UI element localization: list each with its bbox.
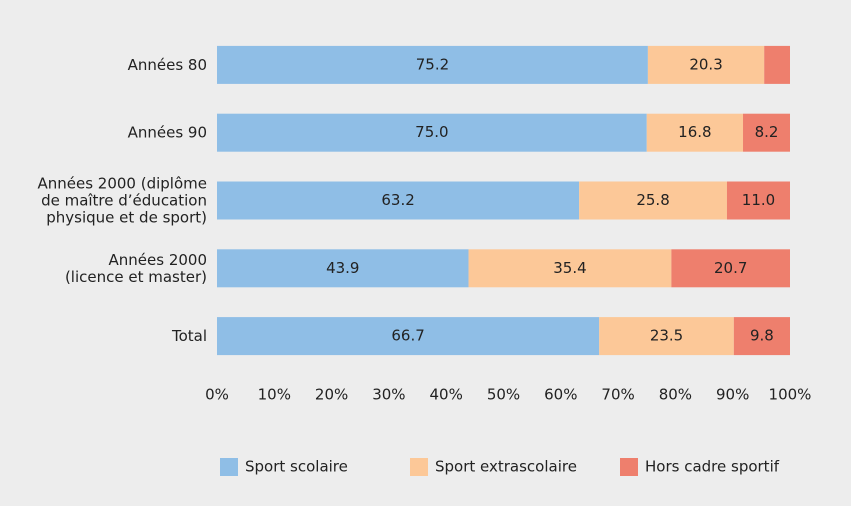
bar-segment (217, 249, 469, 288)
category-label-line: Années 2000 (diplôme (37, 174, 207, 192)
x-tick-label: 0% (205, 386, 229, 404)
category-label: Années 90 (128, 123, 207, 141)
value-label: 11.0 (742, 191, 775, 209)
x-tick-label: 40% (430, 386, 463, 404)
value-label: 25.8 (636, 191, 669, 209)
legend-swatch (410, 458, 428, 476)
bar-segment (579, 181, 727, 220)
value-label: 66.7 (391, 327, 424, 345)
x-tick-label: 80% (659, 386, 692, 404)
x-tick-label: 70% (601, 386, 634, 404)
bar-segment (599, 317, 734, 356)
value-label: 20.7 (714, 259, 747, 277)
x-tick-label: 100% (769, 386, 812, 404)
value-label: 75.0 (415, 123, 448, 141)
x-tick-label: 30% (372, 386, 405, 404)
value-label: 23.5 (650, 327, 683, 345)
bar-segment (217, 181, 580, 220)
bar-segment (726, 181, 790, 220)
value-label: 20.3 (689, 55, 722, 73)
bar-segment (647, 45, 765, 84)
x-tick-label: 20% (315, 386, 348, 404)
legend-swatch (220, 458, 238, 476)
bar-segment (646, 113, 744, 152)
value-label: 63.2 (381, 191, 414, 209)
value-label: 43.9 (326, 259, 359, 277)
category-label-line: Total (171, 327, 207, 345)
category-label: Années 2000 (licence et master) (65, 250, 207, 285)
category-label-line: (licence et master) (65, 267, 207, 285)
category-label: Années 2000 (diplôme de maître d’éducatio… (37, 174, 207, 226)
category-label-line: Années 90 (128, 123, 207, 141)
x-tick-label: 60% (544, 386, 577, 404)
x-tick-label: 50% (487, 386, 520, 404)
bar-segment (743, 113, 790, 152)
legend-label: Sport scolaire (245, 458, 348, 476)
bar-segment (764, 45, 790, 84)
category-label-line: Années 80 (128, 55, 207, 73)
legend-label: Sport extrascolaire (435, 458, 577, 476)
value-label: 35.4 (553, 259, 586, 277)
value-label: 9.8 (750, 327, 774, 345)
x-tick-label: 90% (716, 386, 749, 404)
category-label-line: Années 2000 (109, 250, 208, 268)
value-label: 16.8 (678, 123, 711, 141)
bar-segment (217, 317, 600, 356)
bar-segment (733, 317, 790, 356)
category-label-line: de maître d’éducation (41, 191, 207, 209)
category-label: Années 80 (128, 55, 207, 73)
bar-segment (468, 249, 672, 288)
legend-label: Hors cadre sportif (645, 458, 780, 476)
bar-segment (217, 113, 647, 152)
category-label-line: physique et de sport) (46, 208, 207, 226)
category-label: Total (171, 327, 207, 345)
value-label: 75.2 (416, 55, 449, 73)
legend-swatch (620, 458, 638, 476)
value-label: 8.2 (755, 123, 779, 141)
bar-segment (217, 45, 648, 84)
bar-segment (671, 249, 790, 288)
x-tick-label: 10% (258, 386, 291, 404)
